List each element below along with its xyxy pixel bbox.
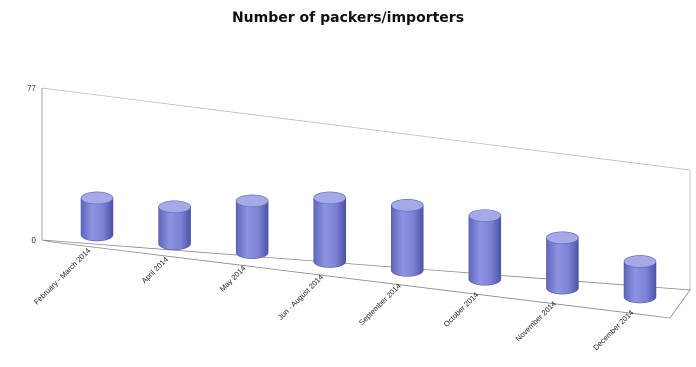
bars [80, 191, 657, 304]
bar-top [313, 191, 347, 205]
y-tick-label: 0 [32, 236, 37, 245]
x-tick-label: November 2014 [514, 299, 558, 343]
back-wall-top-edge [41, 87, 691, 171]
bar [158, 200, 191, 251]
bar-top [80, 191, 114, 205]
bar [390, 198, 424, 277]
bar-body [158, 206, 191, 251]
bar-body [313, 197, 346, 268]
bar-top [390, 198, 424, 212]
bar-top [546, 231, 579, 245]
x-tick-label: December 2014 [591, 308, 635, 352]
bar-top [158, 200, 191, 214]
bar-body [391, 205, 424, 277]
bar-body [80, 197, 114, 242]
x-tick-label: September 2014 [357, 281, 403, 327]
bar-top [468, 209, 502, 222]
x-tick-label: April 2014 [140, 255, 170, 285]
chart-axes [41, 87, 691, 319]
y-tick-label: 77 [27, 84, 36, 93]
x-tick-label: May 2014 [218, 264, 248, 294]
bar [546, 231, 579, 295]
bar [235, 194, 269, 259]
x-tick-label: October 2014 [442, 290, 481, 329]
bar [623, 255, 657, 304]
x-tick-label: Jun - August 2014 [276, 273, 325, 322]
bar-body [546, 237, 579, 295]
bar-body [468, 215, 502, 286]
bar-top [235, 194, 269, 208]
bar-body [235, 200, 269, 259]
bar [80, 191, 114, 242]
x-tick-label: February - March 2014 [32, 246, 92, 306]
bar-body [623, 261, 657, 304]
bar-top [623, 255, 657, 268]
chart-title: Number of packers/importers [231, 10, 465, 26]
bar [313, 191, 347, 268]
bar [468, 209, 502, 286]
y-axis-ticks: 0 77 [27, 84, 36, 245]
